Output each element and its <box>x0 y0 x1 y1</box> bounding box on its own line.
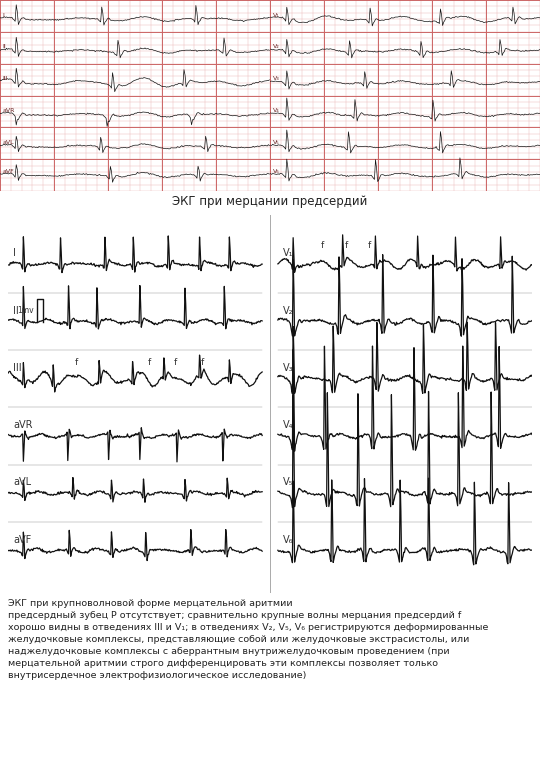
Text: V₃: V₃ <box>273 76 280 81</box>
Text: f: f <box>174 358 177 367</box>
Text: V₁: V₁ <box>273 12 280 17</box>
Text: f: f <box>200 358 204 367</box>
Text: f: f <box>321 241 324 250</box>
Text: aVL: aVL <box>14 477 31 488</box>
Text: aVF: aVF <box>3 168 15 174</box>
Text: V₄: V₄ <box>273 108 280 113</box>
Text: aVR: aVR <box>3 108 15 113</box>
Text: ЭКГ при крупноволновой форме мерцательной аритмии
предсердный зубец Р отсутствуе: ЭКГ при крупноволновой форме мерцательно… <box>8 598 489 680</box>
Text: III: III <box>3 76 8 81</box>
Text: V₅: V₅ <box>273 140 279 145</box>
Text: V₄: V₄ <box>283 420 294 430</box>
Text: aVR: aVR <box>14 420 33 430</box>
Text: III: III <box>14 363 22 373</box>
Text: V₂: V₂ <box>283 306 294 316</box>
Text: aVF: aVF <box>14 534 31 544</box>
Text: ЭКГ при мерцании предсердий: ЭКГ при мерцании предсердий <box>172 195 368 207</box>
Text: f: f <box>345 241 348 250</box>
Text: V₁: V₁ <box>283 248 294 258</box>
Text: V₆: V₆ <box>283 534 294 544</box>
Text: f: f <box>75 358 78 367</box>
Text: f: f <box>148 358 151 367</box>
Text: V₂: V₂ <box>273 44 280 49</box>
Text: I: I <box>3 12 4 17</box>
Text: f: f <box>368 241 371 250</box>
Text: V₅: V₅ <box>283 477 293 488</box>
Text: V₃: V₃ <box>283 363 294 373</box>
Text: 1mv: 1mv <box>18 306 35 315</box>
Text: aVL: aVL <box>3 140 15 145</box>
Text: II: II <box>14 306 19 316</box>
Text: II: II <box>3 44 6 49</box>
Text: I: I <box>14 248 16 258</box>
Text: V₆: V₆ <box>273 168 280 174</box>
